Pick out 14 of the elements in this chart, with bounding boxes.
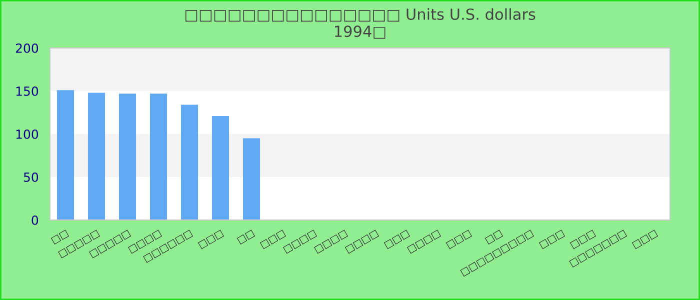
y-tick-label: 100: [16, 129, 38, 139]
bar: [212, 116, 230, 220]
y-tick-label: 50: [24, 172, 38, 182]
y-tick-label: 200: [16, 43, 38, 53]
bar: [118, 94, 136, 220]
bar: [180, 104, 198, 220]
chart-title: □□□□□□□□□□□□□□□ Units U.S. dollars 1994□: [185, 8, 536, 39]
bar: [56, 90, 74, 220]
x-tick-label: □□: [236, 230, 256, 245]
y-tick-label: 0: [32, 215, 38, 225]
y-tick-label: 150: [16, 86, 38, 96]
bar: [242, 138, 260, 220]
bar: [88, 92, 106, 220]
bar: [150, 94, 168, 220]
